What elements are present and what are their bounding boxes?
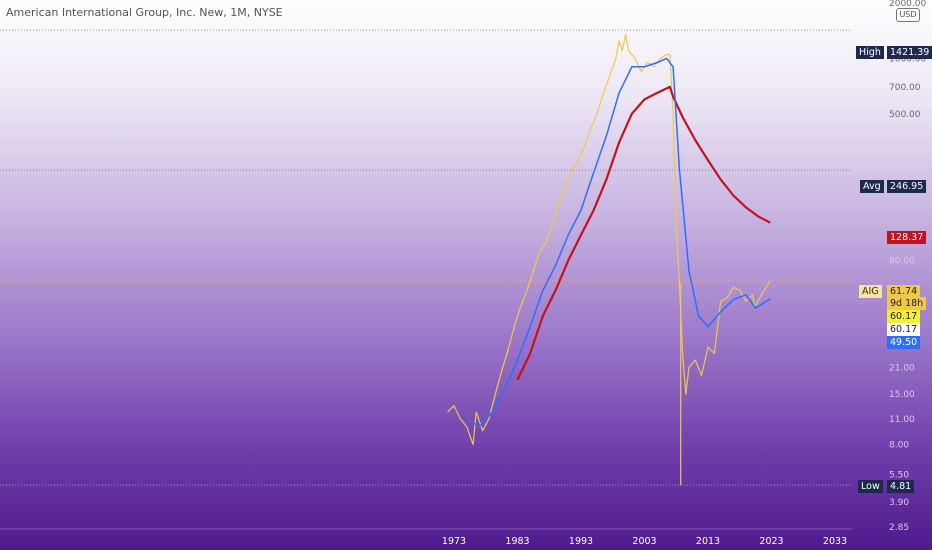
y-tick-label: 2000.00 xyxy=(889,0,926,9)
price-extra-1: 60.17 xyxy=(887,310,921,323)
price-label: AIG xyxy=(859,285,882,298)
sma-value: 128.37 xyxy=(887,231,927,244)
y-tick-label: 80.00 xyxy=(889,256,915,266)
sma-series-line xyxy=(516,85,771,381)
avg-label: Avg xyxy=(860,180,884,193)
y-tick-label: 15.00 xyxy=(889,390,915,400)
avg-value: 246.95 xyxy=(887,180,927,193)
high-value: 1421.39 xyxy=(887,46,932,59)
y-tick-label: 3.90 xyxy=(889,498,909,508)
currency-badge[interactable]: USD xyxy=(896,8,920,22)
ema-value: 49.50 xyxy=(887,336,921,349)
x-tick-label: 1973 xyxy=(442,536,466,547)
y-tick-label: 2.85 xyxy=(889,523,909,533)
y-tick-label: 21.00 xyxy=(889,363,915,373)
price-extra-2: 60.17 xyxy=(887,323,921,336)
price-series-line xyxy=(447,33,771,446)
price-value: 61.74 xyxy=(887,285,921,298)
low-label: Low xyxy=(858,480,883,493)
x-tick-label: 1983 xyxy=(505,536,529,547)
y-tick-label: 8.00 xyxy=(889,440,909,450)
y-tick-label: 700.00 xyxy=(889,83,921,93)
x-tick-label: 2013 xyxy=(696,536,720,547)
y-tick-label: 1000.00 xyxy=(889,54,926,64)
x-tick-label: 2003 xyxy=(632,536,656,547)
price-countdown: 9d 18h xyxy=(887,297,927,310)
x-tick-label: 1993 xyxy=(569,536,593,547)
x-tick-label: 2023 xyxy=(759,536,783,547)
high-label: High xyxy=(856,46,884,59)
low-value: 4.81 xyxy=(887,480,915,493)
y-tick-label: 500.00 xyxy=(889,110,921,120)
chart-title: American International Group, Inc. New, … xyxy=(6,6,283,19)
y-tick-label: 5.50 xyxy=(889,470,909,480)
x-tick-label: 2033 xyxy=(823,536,847,547)
ema-series-line xyxy=(466,57,771,428)
y-tick-label: 11.00 xyxy=(889,415,915,425)
